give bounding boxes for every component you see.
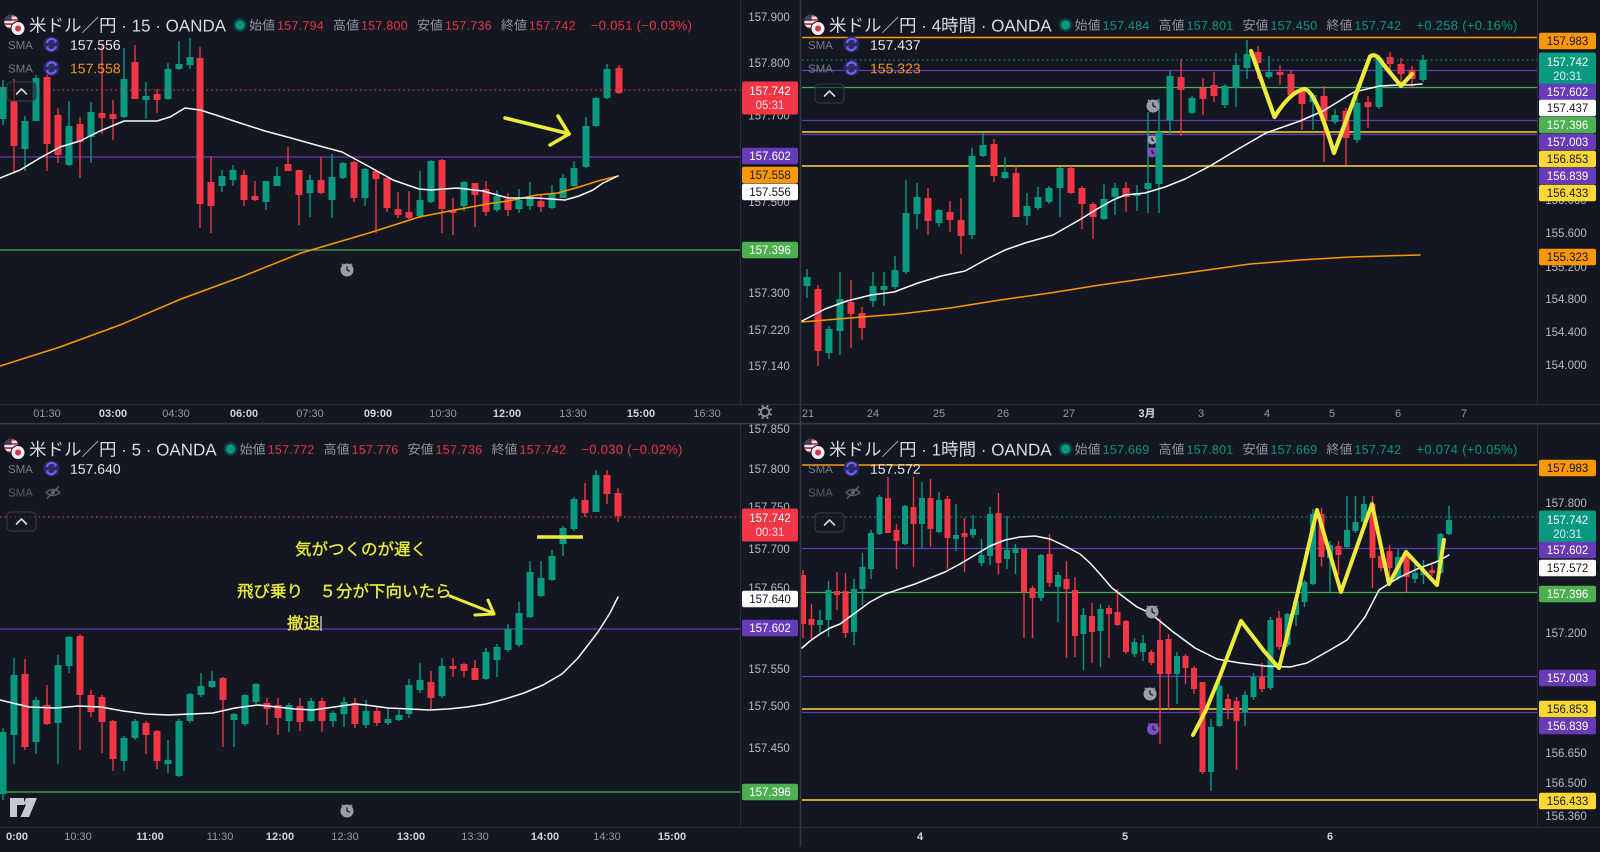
svg-text:157.800: 157.800 [748,58,790,70]
svg-text:157.140: 157.140 [748,361,790,373]
svg-text:04:30: 04:30 [162,408,190,420]
svg-text:157.396: 157.396 [1547,589,1589,601]
svg-text:15:00: 15:00 [658,831,686,843]
svg-text:157.300: 157.300 [748,288,790,300]
svg-text:21: 21 [802,408,814,420]
svg-text:13:30: 13:30 [461,831,489,843]
svg-text:6: 6 [1395,408,1401,420]
svg-text:157.500: 157.500 [748,701,790,713]
svg-text:157.200: 157.200 [1545,628,1587,640]
svg-text:12:00: 12:00 [493,408,521,420]
svg-text:15:00: 15:00 [627,408,655,420]
svg-text:00:31: 00:31 [756,527,785,539]
svg-text:155.323: 155.323 [1547,252,1589,264]
svg-text:157.742: 157.742 [749,513,791,525]
svg-text:20:31: 20:31 [1553,71,1582,83]
svg-text:16:30: 16:30 [693,408,721,420]
svg-text:157.556: 157.556 [749,187,791,199]
svg-text:12:30: 12:30 [331,831,359,843]
svg-text:156.500: 156.500 [1545,778,1587,790]
svg-text:10:30: 10:30 [429,408,457,420]
svg-text:156.839: 156.839 [1547,721,1589,733]
svg-text:27: 27 [1063,408,1075,420]
svg-text:7: 7 [1461,408,1467,420]
svg-text:154.400: 154.400 [1545,327,1587,339]
svg-text:05:31: 05:31 [756,100,785,112]
svg-text:20:31: 20:31 [1553,529,1582,541]
svg-text:157.602: 157.602 [1547,545,1589,557]
svg-text:157.558: 157.558 [749,170,791,182]
svg-text:157.220: 157.220 [748,325,790,337]
svg-text:25: 25 [933,408,945,420]
svg-text:13:00: 13:00 [397,831,425,843]
svg-text:26: 26 [997,408,1009,420]
svg-text:06:00: 06:00 [230,408,258,420]
svg-text:09:00: 09:00 [364,408,392,420]
svg-text:156.433: 156.433 [1547,796,1589,808]
svg-text:157.700: 157.700 [748,544,790,556]
svg-text:157.602: 157.602 [749,151,791,163]
svg-text:154.000: 154.000 [1545,360,1587,372]
svg-text:4: 4 [917,831,924,843]
svg-text:157.572: 157.572 [1547,563,1589,575]
svg-text:11:00: 11:00 [136,831,164,843]
svg-text:156.360: 156.360 [1545,811,1587,823]
svg-text:156.853: 156.853 [1547,154,1589,166]
svg-text:5: 5 [1329,408,1335,420]
svg-text:3: 3 [1198,408,1204,420]
svg-text:157.800: 157.800 [1545,498,1587,510]
svg-text:156.853: 156.853 [1547,704,1589,716]
svg-text:157.742: 157.742 [1547,57,1589,69]
svg-text:157.742: 157.742 [1547,515,1589,527]
svg-text:157.900: 157.900 [748,12,790,24]
svg-text:157.983: 157.983 [1547,463,1589,475]
svg-text:157.437: 157.437 [1547,103,1589,115]
svg-text:0:00: 0:00 [6,831,28,843]
svg-text:157.850: 157.850 [748,424,790,436]
svg-text:155.600: 155.600 [1545,228,1587,240]
svg-text:157.396: 157.396 [749,245,791,257]
svg-text:154.800: 154.800 [1545,294,1587,306]
svg-text:157.602: 157.602 [749,623,791,635]
svg-text:6: 6 [1327,831,1333,843]
svg-text:24: 24 [867,408,879,420]
svg-text:07:30: 07:30 [296,408,324,420]
svg-text:03:00: 03:00 [99,408,127,420]
svg-text:14:30: 14:30 [593,831,621,843]
svg-text:5: 5 [1122,831,1128,843]
svg-text:4: 4 [1264,408,1270,420]
svg-text:157.640: 157.640 [749,594,791,606]
svg-text:157.003: 157.003 [1547,673,1589,685]
svg-text:157.396: 157.396 [749,787,791,799]
svg-text:12:00: 12:00 [266,831,294,843]
svg-text:01:30: 01:30 [33,408,61,420]
svg-text:13:30: 13:30 [559,408,587,420]
svg-text:157.742: 157.742 [749,86,791,98]
svg-text:157.983: 157.983 [1547,36,1589,48]
svg-text:157.450: 157.450 [748,743,790,755]
svg-text:11:30: 11:30 [207,831,234,843]
svg-text:157.800: 157.800 [748,464,790,476]
svg-text:156.839: 156.839 [1547,171,1589,183]
svg-text:157.396: 157.396 [1547,120,1589,132]
svg-text:14:00: 14:00 [531,831,559,843]
svg-text:157.602: 157.602 [1547,87,1589,99]
svg-text:10:30: 10:30 [64,831,92,843]
svg-text:157.003: 157.003 [1547,137,1589,149]
svg-text:157.550: 157.550 [748,664,790,676]
svg-text:156.650: 156.650 [1545,748,1587,760]
svg-text:156.433: 156.433 [1547,188,1589,200]
